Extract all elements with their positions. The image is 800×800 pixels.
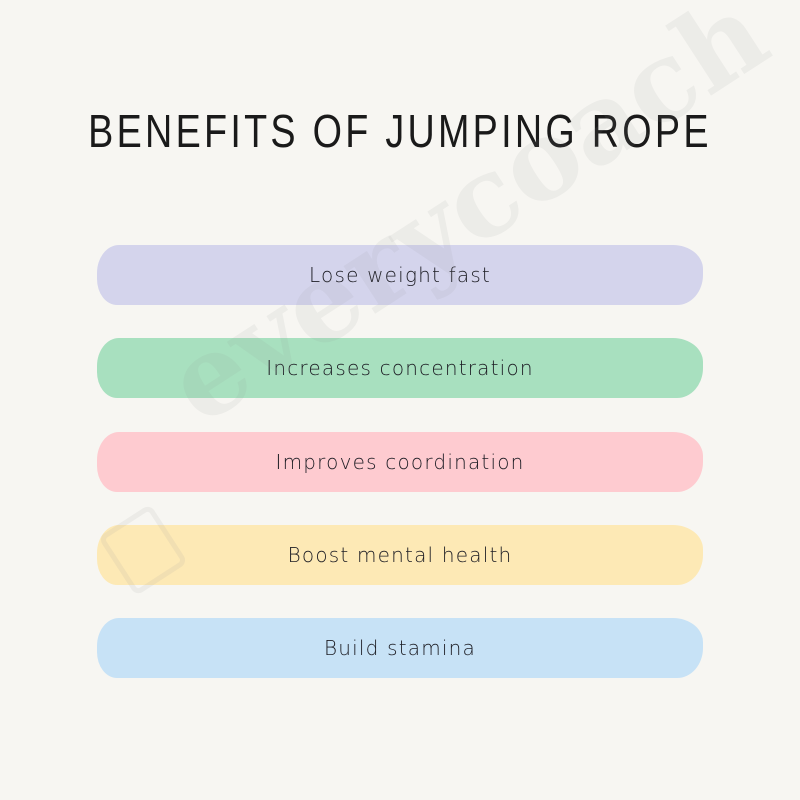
benefit-item-2: Increases concentration <box>97 338 703 398</box>
benefit-label: Lose weight fast <box>309 263 491 287</box>
benefit-item-1: Lose weight fast <box>97 245 703 305</box>
benefit-item-4: Boost mental health <box>97 525 703 585</box>
benefit-item-3: Improves coordination <box>97 432 703 492</box>
benefit-label: Increases concentration <box>266 356 534 380</box>
benefit-item-5: Build stamina <box>97 618 703 678</box>
benefit-label: Build stamina <box>323 636 477 660</box>
benefit-label: Improves coordination <box>275 450 525 474</box>
benefit-label: Boost mental health <box>287 543 513 567</box>
page-title: BENEFITS OF JUMPING ROPE <box>88 105 712 157</box>
